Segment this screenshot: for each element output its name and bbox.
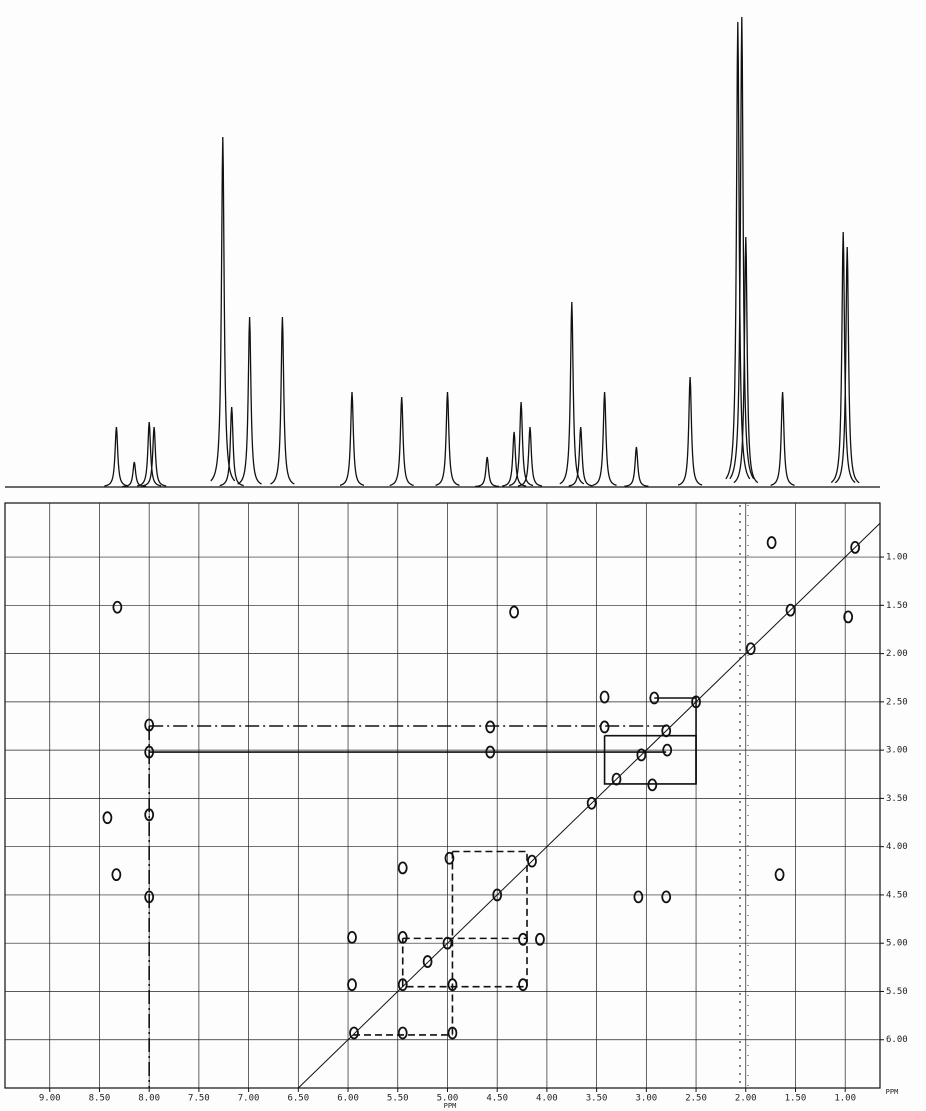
y-tick-label: 2.00 xyxy=(886,649,908,659)
x-tick-label: 9.00 xyxy=(39,1094,61,1104)
chart: PPM PPM 9.008.508.007.507.006.506.005.50… xyxy=(0,0,926,1111)
x-tick-label: 1.00 xyxy=(834,1094,856,1104)
x-tick-label: 8.00 xyxy=(138,1094,160,1104)
x-tick-label: 6.00 xyxy=(337,1094,359,1104)
x-tick-label: 4.50 xyxy=(486,1094,508,1104)
x-tick-label: 4.00 xyxy=(536,1094,558,1104)
y-tick-label: 1.50 xyxy=(886,601,908,611)
y-tick-label: 4.00 xyxy=(886,842,908,852)
y-tick-label: 6.00 xyxy=(886,1035,908,1045)
x-tick-label: 7.00 xyxy=(238,1094,260,1104)
paper xyxy=(0,0,926,1111)
x-tick-label: 7.50 xyxy=(188,1094,210,1104)
x-tick-label: 5.00 xyxy=(437,1094,459,1104)
page: PPM PPM 9.008.508.007.507.006.506.005.50… xyxy=(0,0,926,1111)
y-tick-label: 2.50 xyxy=(886,697,908,707)
x-tick-label: 6.50 xyxy=(287,1094,309,1104)
x-tick-label: 2.00 xyxy=(735,1094,757,1104)
y-axis-label: PPM xyxy=(886,1088,899,1096)
x-tick-label: 2.50 xyxy=(685,1094,707,1104)
x-tick-label: 8.50 xyxy=(89,1094,111,1104)
y-tick-label: 4.50 xyxy=(886,890,908,900)
x-tick-label: 1.50 xyxy=(785,1094,807,1104)
y-tick-label: 1.00 xyxy=(886,553,908,563)
x-tick-label: 3.00 xyxy=(635,1094,657,1104)
x-tick-label: 3.50 xyxy=(586,1094,608,1104)
y-tick-label: 3.00 xyxy=(886,746,908,756)
y-tick-label: 5.00 xyxy=(886,939,908,949)
y-tick-label: 3.50 xyxy=(886,794,908,804)
x-tick-label: 5.50 xyxy=(387,1094,409,1104)
y-tick-label: 5.50 xyxy=(886,987,908,997)
